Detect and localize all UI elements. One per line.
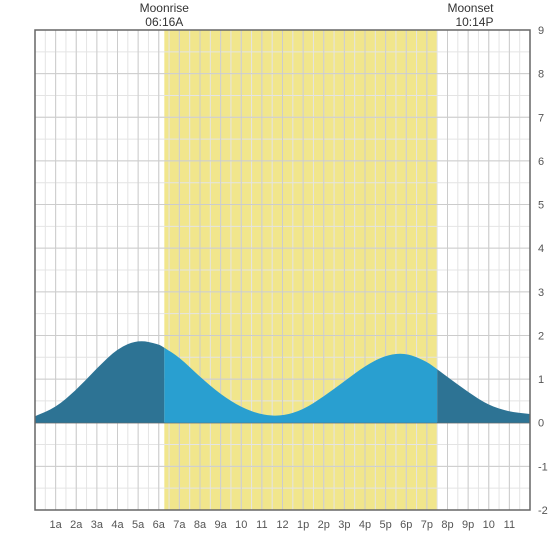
x-tick-label: 2p <box>318 519 330 531</box>
x-tick-label: 6a <box>153 519 166 531</box>
x-tick-label: 9p <box>462 519 474 531</box>
x-tick-label: 10 <box>483 519 495 531</box>
x-tick-label: 10 <box>235 519 247 531</box>
x-tick-label: 3a <box>91 519 104 531</box>
x-tick-label: 2a <box>70 519 83 531</box>
y-tick-label: 0 <box>538 418 544 430</box>
x-tick-label: 8p <box>441 519 453 531</box>
x-tick-label: 8a <box>194 519 207 531</box>
x-tick-label: 11 <box>256 519 267 531</box>
x-tick-label: 5a <box>132 519 145 531</box>
x-tick-label: 7p <box>421 519 433 531</box>
y-tick-label: 4 <box>538 243 544 255</box>
x-tick-label: 6p <box>400 519 412 531</box>
x-tick-label: 9a <box>215 519 228 531</box>
x-tick-label: 3p <box>338 519 350 531</box>
y-tick-label: 6 <box>538 156 544 168</box>
x-tick-label: 11 <box>504 519 515 531</box>
x-tick-label: 1a <box>50 519 63 531</box>
y-tick-label: 3 <box>538 287 544 299</box>
y-tick-label: 1 <box>538 374 544 386</box>
moonrise-time: 06:16A <box>145 15 183 29</box>
x-tick-label: 5p <box>380 519 392 531</box>
x-tick-label: 7a <box>173 519 186 531</box>
moonset-title: Moonset <box>447 1 494 15</box>
x-tick-label: 4p <box>359 519 371 531</box>
x-axis-labels: 1a 2a 3a 4a 5a 6a 7a 8a 9a 10 11 12 1p 2p 3p 4p 5p 6p 7p 8p… <box>50 519 516 531</box>
x-tick-label: 1p <box>297 519 309 531</box>
y-tick-label: 8 <box>538 69 544 81</box>
tide-chart: -2-101234567891a2a3a4a5a6a7a8a9a1011121p… <box>0 0 550 550</box>
y-tick-label: 7 <box>538 112 544 124</box>
moonset-time: 10:14P <box>455 15 493 29</box>
x-tick-label: 4a <box>111 519 124 531</box>
y-tick-label: -1 <box>538 461 548 473</box>
y-tick-label: 9 <box>538 25 544 37</box>
y-tick-label: 2 <box>538 330 544 342</box>
y-tick-label: 5 <box>538 200 544 212</box>
y-tick-label: -2 <box>538 505 548 517</box>
moonrise-title: Moonrise <box>140 1 190 15</box>
x-tick-label: 12 <box>276 519 288 531</box>
